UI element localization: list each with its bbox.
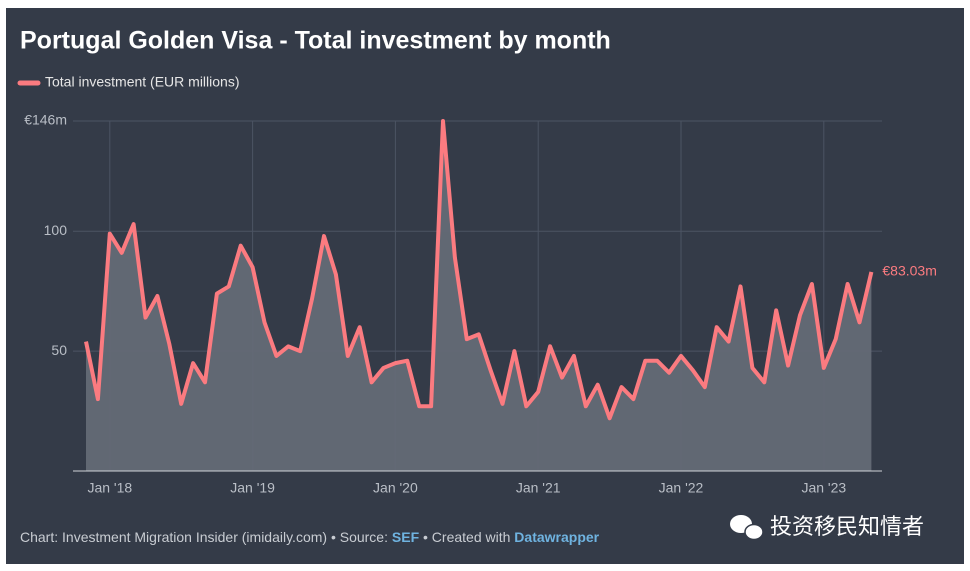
footer-source[interactable]: SEF	[392, 529, 420, 545]
footer: Chart: Investment Migration Insider (imi…	[20, 529, 600, 545]
footer-middle: • Created with	[423, 529, 510, 545]
x-tick-label: Jan '19	[230, 480, 275, 496]
x-tick-label: Jan '18	[87, 480, 132, 496]
y-tick-label: 50	[51, 342, 67, 358]
y-tick-label: €146m	[24, 112, 67, 128]
area	[86, 121, 872, 471]
watermark-icon	[730, 515, 764, 541]
chart-title: Portugal Golden Visa - Total investment …	[20, 27, 611, 55]
watermark: 投资移民知情者	[770, 514, 924, 539]
footer-prefix: Chart: Investment Migration Insider (imi…	[20, 529, 388, 545]
y-tick-label: 100	[44, 222, 68, 238]
x-tick-label: Jan '20	[373, 480, 418, 496]
line	[84, 119, 874, 421]
x-tick-label: Jan '23	[801, 480, 846, 496]
x-tick-label: Jan '22	[659, 480, 704, 496]
value-label: €83.03m	[882, 263, 936, 279]
legend-label: Total investment (EUR millions)	[45, 74, 240, 90]
footer-tool[interactable]: Datawrapper	[514, 529, 599, 545]
x-tick-label: Jan '21	[516, 480, 561, 496]
